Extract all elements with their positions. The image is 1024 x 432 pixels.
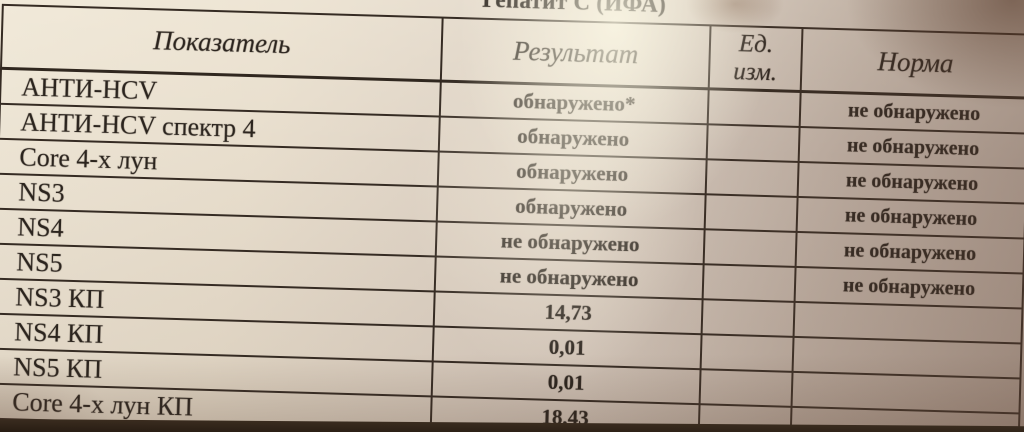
cell-units <box>703 265 797 303</box>
cell-units <box>707 125 801 163</box>
cell-units <box>701 335 795 373</box>
column-header-norm: Норма <box>801 29 1024 100</box>
column-header-result: Результат <box>441 18 712 91</box>
table-grid: Показатель Результат Ед. изм. Норма АНТИ… <box>0 3 1024 432</box>
cell-units <box>708 90 802 128</box>
cell-units <box>700 370 794 408</box>
cell-units <box>704 230 798 268</box>
cell-units <box>706 160 800 198</box>
cell-units <box>705 195 799 233</box>
table-body: АНТИ-HCV обнаружено* не обнаружено АНТИ-HCV… <box>0 69 1024 432</box>
cell-units <box>702 300 796 338</box>
column-header-units: Ед. изм. <box>709 26 804 94</box>
